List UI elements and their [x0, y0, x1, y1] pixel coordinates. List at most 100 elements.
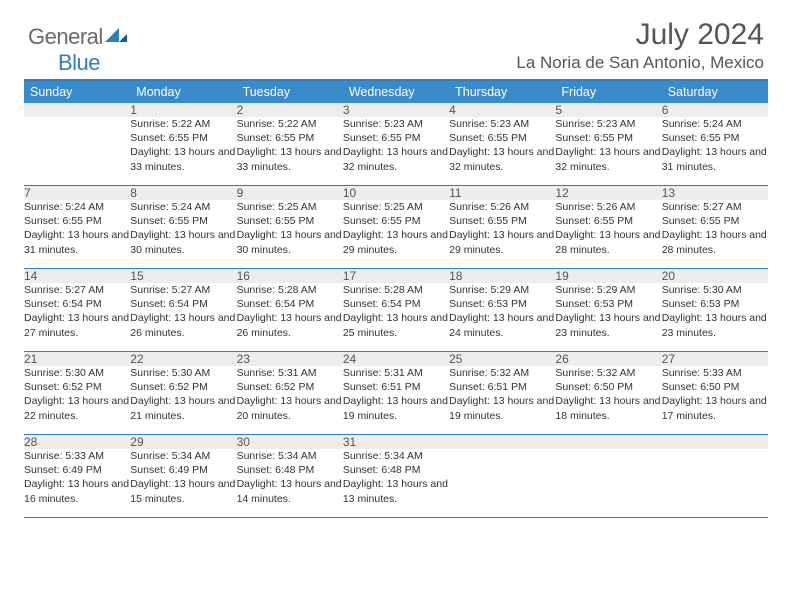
sunset-text: Sunset: 6:53 PM [449, 297, 555, 311]
daylight-text: Daylight: 13 hours and 25 minutes. [343, 311, 449, 339]
day-number-row: 21222324252627 [24, 352, 768, 367]
sunset-text: Sunset: 6:53 PM [555, 297, 661, 311]
day-content-cell: Sunrise: 5:25 AMSunset: 6:55 PMDaylight:… [343, 200, 449, 269]
day-number-cell: 18 [449, 269, 555, 284]
day-number-cell [662, 435, 768, 450]
daylight-text: Daylight: 13 hours and 32 minutes. [555, 145, 661, 173]
sunset-text: Sunset: 6:50 PM [555, 380, 661, 394]
daylight-text: Daylight: 13 hours and 16 minutes. [24, 477, 130, 505]
day-number-cell: 31 [343, 435, 449, 450]
day-content-cell: Sunrise: 5:24 AMSunset: 6:55 PMDaylight:… [130, 200, 236, 269]
daylight-text: Daylight: 13 hours and 21 minutes. [130, 394, 236, 422]
day-content-row: Sunrise: 5:30 AMSunset: 6:52 PMDaylight:… [24, 366, 768, 435]
day-content-cell: Sunrise: 5:29 AMSunset: 6:53 PMDaylight:… [449, 283, 555, 352]
day-content-cell: Sunrise: 5:30 AMSunset: 6:52 PMDaylight:… [24, 366, 130, 435]
weekday-header: Saturday [662, 80, 768, 103]
day-content-cell: Sunrise: 5:34 AMSunset: 6:48 PMDaylight:… [343, 449, 449, 518]
day-content-cell: Sunrise: 5:34 AMSunset: 6:48 PMDaylight:… [237, 449, 343, 518]
day-content-cell: Sunrise: 5:31 AMSunset: 6:51 PMDaylight:… [343, 366, 449, 435]
daylight-text: Daylight: 13 hours and 28 minutes. [662, 228, 768, 256]
sunset-text: Sunset: 6:55 PM [449, 131, 555, 145]
day-number-cell: 20 [662, 269, 768, 284]
sunset-text: Sunset: 6:49 PM [24, 463, 130, 477]
sunrise-text: Sunrise: 5:27 AM [662, 200, 768, 214]
day-content-cell: Sunrise: 5:24 AMSunset: 6:55 PMDaylight:… [662, 117, 768, 186]
sunrise-text: Sunrise: 5:32 AM [449, 366, 555, 380]
day-number-cell: 5 [555, 103, 661, 117]
sunrise-text: Sunrise: 5:29 AM [449, 283, 555, 297]
day-number-cell: 30 [237, 435, 343, 450]
day-content-cell: Sunrise: 5:34 AMSunset: 6:49 PMDaylight:… [130, 449, 236, 518]
daylight-text: Daylight: 13 hours and 26 minutes. [130, 311, 236, 339]
sunrise-text: Sunrise: 5:28 AM [343, 283, 449, 297]
day-content-cell: Sunrise: 5:27 AMSunset: 6:55 PMDaylight:… [662, 200, 768, 269]
sunrise-text: Sunrise: 5:22 AM [237, 117, 343, 131]
sunset-text: Sunset: 6:54 PM [343, 297, 449, 311]
daylight-text: Daylight: 13 hours and 19 minutes. [343, 394, 449, 422]
weekday-header: Monday [130, 80, 236, 103]
day-number-cell [449, 435, 555, 450]
header-right: July 2024 La Noria de San Antonio, Mexic… [24, 18, 768, 73]
sunset-text: Sunset: 6:48 PM [343, 463, 449, 477]
day-number-cell: 1 [130, 103, 236, 117]
sunrise-text: Sunrise: 5:34 AM [237, 449, 343, 463]
sunset-text: Sunset: 6:54 PM [24, 297, 130, 311]
sunset-text: Sunset: 6:55 PM [24, 214, 130, 228]
day-number-cell: 17 [343, 269, 449, 284]
daylight-text: Daylight: 13 hours and 29 minutes. [343, 228, 449, 256]
sunset-text: Sunset: 6:53 PM [662, 297, 768, 311]
sunset-text: Sunset: 6:55 PM [555, 214, 661, 228]
daylight-text: Daylight: 13 hours and 20 minutes. [237, 394, 343, 422]
daylight-text: Daylight: 13 hours and 15 minutes. [130, 477, 236, 505]
brand-logo: General Blue [28, 22, 127, 76]
day-content-row: Sunrise: 5:24 AMSunset: 6:55 PMDaylight:… [24, 200, 768, 269]
day-content-cell: Sunrise: 5:33 AMSunset: 6:49 PMDaylight:… [24, 449, 130, 518]
day-content-cell [24, 117, 130, 186]
day-content-cell: Sunrise: 5:32 AMSunset: 6:51 PMDaylight:… [449, 366, 555, 435]
daylight-text: Daylight: 13 hours and 19 minutes. [449, 394, 555, 422]
sunset-text: Sunset: 6:55 PM [130, 131, 236, 145]
day-content-cell: Sunrise: 5:31 AMSunset: 6:52 PMDaylight:… [237, 366, 343, 435]
day-number-cell [555, 435, 661, 450]
day-number-cell: 8 [130, 186, 236, 201]
calendar-header: SundayMondayTuesdayWednesdayThursdayFrid… [24, 80, 768, 103]
daylight-text: Daylight: 13 hours and 33 minutes. [130, 145, 236, 173]
daylight-text: Daylight: 13 hours and 27 minutes. [24, 311, 130, 339]
sunrise-text: Sunrise: 5:34 AM [130, 449, 236, 463]
sunrise-text: Sunrise: 5:30 AM [24, 366, 130, 380]
day-number-cell: 2 [237, 103, 343, 117]
daylight-text: Daylight: 13 hours and 32 minutes. [449, 145, 555, 173]
sunrise-text: Sunrise: 5:32 AM [555, 366, 661, 380]
logo-blue-text: Blue [58, 50, 100, 75]
calendar-table: SundayMondayTuesdayWednesdayThursdayFrid… [24, 79, 768, 518]
sunset-text: Sunset: 6:55 PM [662, 131, 768, 145]
sunrise-text: Sunrise: 5:28 AM [237, 283, 343, 297]
day-content-cell: Sunrise: 5:32 AMSunset: 6:50 PMDaylight:… [555, 366, 661, 435]
sunset-text: Sunset: 6:48 PM [237, 463, 343, 477]
day-content-cell: Sunrise: 5:27 AMSunset: 6:54 PMDaylight:… [130, 283, 236, 352]
sunset-text: Sunset: 6:55 PM [237, 131, 343, 145]
day-number-cell: 6 [662, 103, 768, 117]
day-content-cell: Sunrise: 5:30 AMSunset: 6:53 PMDaylight:… [662, 283, 768, 352]
day-content-cell: Sunrise: 5:26 AMSunset: 6:55 PMDaylight:… [449, 200, 555, 269]
sunrise-text: Sunrise: 5:33 AM [662, 366, 768, 380]
sunrise-text: Sunrise: 5:30 AM [130, 366, 236, 380]
day-number-cell: 10 [343, 186, 449, 201]
sunrise-text: Sunrise: 5:26 AM [555, 200, 661, 214]
day-content-cell: Sunrise: 5:33 AMSunset: 6:50 PMDaylight:… [662, 366, 768, 435]
sunrise-text: Sunrise: 5:31 AM [237, 366, 343, 380]
day-number-cell [24, 103, 130, 117]
day-number-cell: 24 [343, 352, 449, 367]
day-number-cell: 13 [662, 186, 768, 201]
day-number-cell: 15 [130, 269, 236, 284]
daylight-text: Daylight: 13 hours and 22 minutes. [24, 394, 130, 422]
sunrise-text: Sunrise: 5:30 AM [662, 283, 768, 297]
weekday-header: Wednesday [343, 80, 449, 103]
day-number-cell: 29 [130, 435, 236, 450]
day-content-cell: Sunrise: 5:23 AMSunset: 6:55 PMDaylight:… [555, 117, 661, 186]
weekday-header: Sunday [24, 80, 130, 103]
daylight-text: Daylight: 13 hours and 30 minutes. [237, 228, 343, 256]
day-number-cell: 11 [449, 186, 555, 201]
sunrise-text: Sunrise: 5:25 AM [343, 200, 449, 214]
daylight-text: Daylight: 13 hours and 30 minutes. [130, 228, 236, 256]
